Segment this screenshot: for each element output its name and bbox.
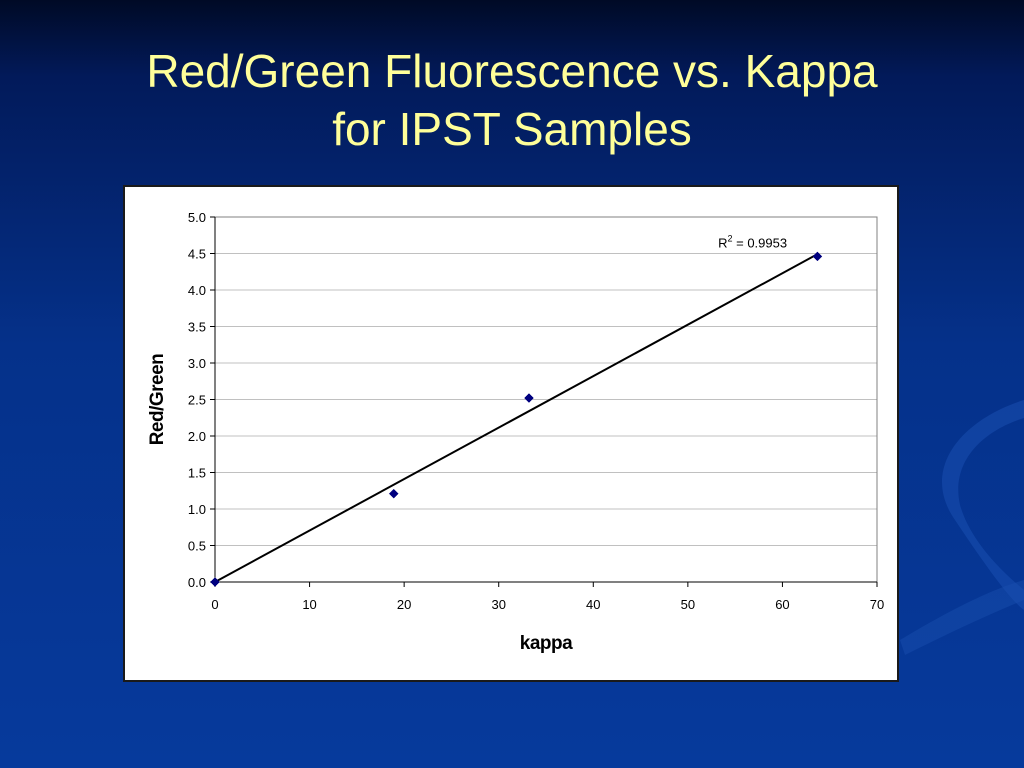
data-point-marker — [812, 251, 823, 262]
data-points — [210, 251, 823, 587]
chart-area: 0.0 0.5 1.0 1.5 2.0 2.5 3.0 3.5 4.0 4.5 5.0 0 10 20 30… — [123, 185, 899, 682]
r-squared-label: R2 = 0.9953 — [718, 234, 787, 251]
x-tick-label: 0 — [211, 597, 218, 612]
x-tick-label: 50 — [681, 597, 695, 612]
r-squared-superscript: 2 — [728, 234, 733, 244]
y-tick-label: 4.0 — [188, 283, 206, 298]
y-tick-label: 3.5 — [188, 320, 206, 335]
scatter-chart: 0.0 0.5 1.0 1.5 2.0 2.5 3.0 3.5 4.0 4.5 5.0 0 10 20 30… — [147, 210, 884, 654]
data-point-marker — [388, 488, 399, 499]
slide-title-line-2: for IPST Samples — [332, 103, 692, 155]
y-tick-label: 0.5 — [188, 539, 206, 554]
y-tick-label: 2.0 — [188, 429, 206, 444]
data-point-marker — [524, 393, 534, 403]
axes — [210, 216, 878, 587]
x-axis-title: kappa — [520, 633, 573, 654]
tick-labels: 0.0 0.5 1.0 1.5 2.0 2.5 3.0 3.5 4.0 4.5 5.0 0 10 20 30… — [188, 210, 884, 612]
x-tick-label: 60 — [775, 597, 789, 612]
slide-title-line-1: Red/Green Fluorescence vs. Kappa — [146, 45, 878, 97]
y-tick-label: 2.5 — [188, 393, 206, 408]
y-tick-label: 5.0 — [188, 210, 206, 225]
r-squared-value: = 0.9953 — [733, 236, 788, 251]
r-squared-prefix: R — [718, 236, 727, 251]
gridlines — [215, 216, 877, 546]
y-tick-label: 0.0 — [188, 575, 206, 590]
x-tick-label: 10 — [302, 597, 316, 612]
slide-title: Red/Green Fluorescence vs. Kappa for IPS… — [0, 42, 1024, 158]
y-tick-label: 3.0 — [188, 356, 206, 371]
x-tick-label: 40 — [586, 597, 600, 612]
trendline-group — [214, 253, 818, 583]
x-tick-label: 70 — [870, 597, 884, 612]
y-tick-label: 1.0 — [188, 502, 206, 517]
linear-trendline — [214, 253, 818, 583]
y-tick-label: 1.5 — [188, 466, 206, 481]
data-point-marker — [210, 577, 220, 587]
x-tick-label: 30 — [491, 597, 505, 612]
y-axis-title: Red/Green — [147, 354, 168, 446]
y-tick-label: 4.5 — [188, 247, 206, 262]
x-tick-label: 20 — [397, 597, 411, 612]
